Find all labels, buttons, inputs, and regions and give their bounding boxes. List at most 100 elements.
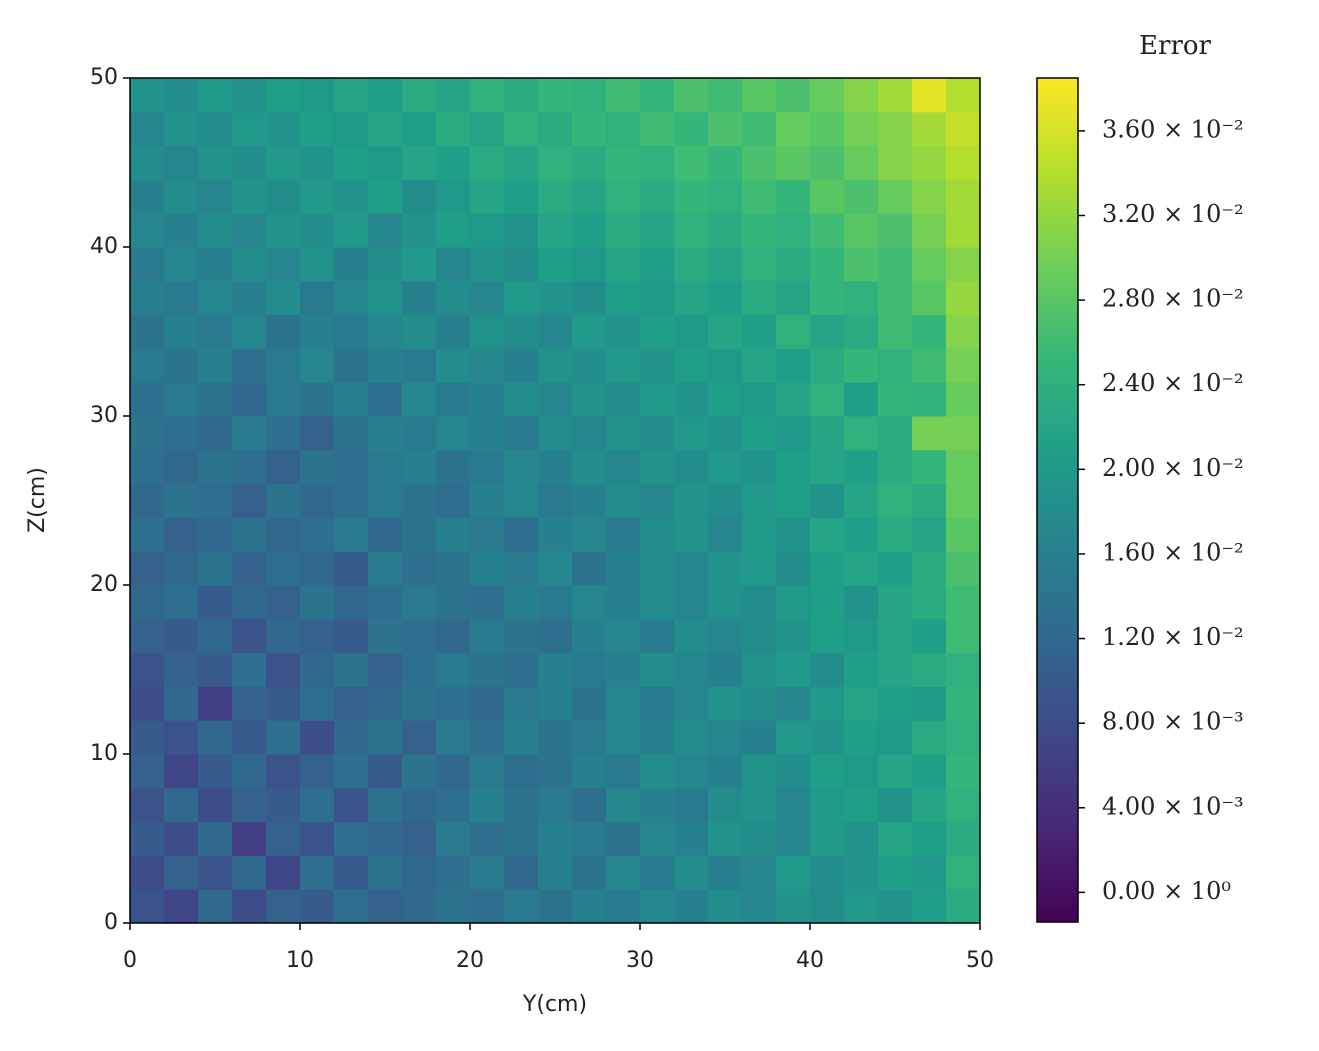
heatmap-cell bbox=[640, 889, 675, 924]
heatmap-cell bbox=[776, 720, 811, 755]
heatmap-cell bbox=[538, 78, 573, 113]
heatmap-cell bbox=[572, 821, 607, 856]
heatmap-cell bbox=[198, 585, 233, 620]
heatmap-cell bbox=[402, 348, 437, 383]
heatmap-cell bbox=[402, 111, 437, 147]
heatmap-cell bbox=[844, 247, 879, 282]
heatmap-cell bbox=[470, 348, 505, 383]
heatmap-cell bbox=[878, 382, 913, 417]
heatmap-cell bbox=[742, 145, 777, 180]
heatmap-cell bbox=[572, 280, 607, 316]
heatmap-cell bbox=[402, 382, 437, 417]
heatmap-cell bbox=[470, 551, 505, 586]
heatmap-cell bbox=[912, 78, 947, 113]
heatmap-cell bbox=[470, 821, 505, 856]
heatmap-cell bbox=[402, 551, 437, 586]
heatmap-cell bbox=[742, 179, 777, 214]
heatmap-cell bbox=[538, 652, 573, 687]
heatmap-cell bbox=[334, 821, 369, 856]
heatmap-cell bbox=[742, 416, 777, 451]
heatmap-cell bbox=[776, 213, 811, 248]
heatmap-cell bbox=[640, 855, 675, 890]
heatmap-cell bbox=[844, 483, 879, 518]
heatmap-cell bbox=[844, 720, 879, 755]
heatmap-cell bbox=[300, 720, 335, 755]
heatmap-cell bbox=[912, 517, 947, 552]
heatmap-cell bbox=[810, 787, 845, 823]
heatmap-cell bbox=[606, 179, 641, 214]
heatmap-cell bbox=[742, 78, 777, 113]
heatmap-cell bbox=[674, 247, 709, 282]
heatmap-cell bbox=[300, 78, 335, 113]
heatmap-cell bbox=[402, 652, 437, 687]
heatmap-cell bbox=[844, 145, 879, 180]
heatmap-cell bbox=[538, 618, 573, 654]
heatmap-cell bbox=[946, 720, 981, 755]
heatmap-cell bbox=[844, 416, 879, 451]
heatmap-cell bbox=[640, 618, 675, 654]
heatmap-cell bbox=[708, 855, 743, 890]
heatmap-cell bbox=[368, 416, 403, 451]
heatmap-cell bbox=[300, 449, 335, 485]
heatmap-cell bbox=[164, 78, 199, 113]
heatmap-cell bbox=[878, 821, 913, 856]
heatmap-cell bbox=[844, 179, 879, 214]
heatmap-cell bbox=[198, 855, 233, 890]
heatmap-cell bbox=[232, 179, 267, 214]
heatmap-cell bbox=[198, 787, 233, 823]
heatmap-cell bbox=[742, 551, 777, 586]
heatmap-cell bbox=[436, 652, 471, 687]
x-tick-label: 0 bbox=[123, 948, 137, 973]
heatmap-cell bbox=[232, 551, 267, 586]
heatmap-cell bbox=[266, 517, 301, 552]
heatmap-cell bbox=[572, 652, 607, 687]
heatmap-cell bbox=[742, 449, 777, 485]
heatmap-cell bbox=[232, 855, 267, 890]
heatmap-cell bbox=[470, 686, 505, 721]
heatmap-cell bbox=[878, 179, 913, 214]
heatmap-cell bbox=[878, 483, 913, 518]
heatmap-cell bbox=[878, 517, 913, 552]
heatmap-cell bbox=[810, 618, 845, 654]
heatmap-cell bbox=[640, 551, 675, 586]
heatmap-cell bbox=[946, 585, 981, 620]
heatmap-cell bbox=[640, 348, 675, 383]
heatmap-cell bbox=[300, 382, 335, 417]
heatmap-cell bbox=[810, 855, 845, 890]
heatmap-cell bbox=[606, 585, 641, 620]
heatmap-cell bbox=[266, 821, 301, 856]
heatmap-cell bbox=[844, 348, 879, 383]
heatmap-cell bbox=[708, 551, 743, 586]
heatmap-cell bbox=[674, 111, 709, 147]
heatmap-cell bbox=[470, 247, 505, 282]
heatmap-cell bbox=[572, 382, 607, 417]
heatmap-cell bbox=[300, 821, 335, 856]
heatmap-cell bbox=[708, 111, 743, 147]
heatmap-cell bbox=[368, 280, 403, 316]
heatmap-cell bbox=[436, 585, 471, 620]
heatmap-cell bbox=[878, 348, 913, 383]
heatmap-cell bbox=[810, 517, 845, 552]
heatmap-cell bbox=[402, 517, 437, 552]
heatmap-cell bbox=[572, 213, 607, 248]
heatmap-cell bbox=[504, 179, 539, 214]
heatmap-cell bbox=[538, 213, 573, 248]
heatmap-cell bbox=[878, 585, 913, 620]
heatmap-cell bbox=[232, 585, 267, 620]
heatmap-cell bbox=[130, 754, 165, 789]
heatmap-cell bbox=[266, 145, 301, 180]
y-tick-label: 40 bbox=[90, 234, 118, 259]
heatmap-cell bbox=[538, 111, 573, 147]
heatmap-cell bbox=[572, 585, 607, 620]
heatmap-cell bbox=[878, 652, 913, 687]
heatmap-cell bbox=[708, 754, 743, 789]
heatmap-cell bbox=[198, 179, 233, 214]
heatmap-cell bbox=[674, 517, 709, 552]
colorbar-tick-label: 1.20 × 10⁻² bbox=[1102, 623, 1244, 651]
heatmap-cell bbox=[504, 145, 539, 180]
heatmap-cell bbox=[164, 449, 199, 485]
heatmap-cell bbox=[708, 213, 743, 248]
heatmap-cell bbox=[470, 280, 505, 316]
heatmap-cell bbox=[572, 889, 607, 924]
heatmap-cell bbox=[912, 348, 947, 383]
